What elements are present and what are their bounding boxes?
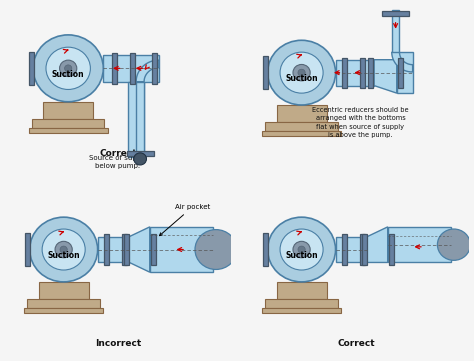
Text: Correct: Correct: [99, 149, 137, 158]
Bar: [28, 128, 108, 133]
Bar: [151, 234, 155, 265]
Bar: [262, 131, 341, 136]
Circle shape: [60, 60, 77, 77]
Text: Suction: Suction: [285, 251, 318, 260]
Bar: [263, 233, 268, 266]
Text: Eccentric reducers should be
arranged with the bottoms
flat when source of suppl: Eccentric reducers should be arranged wi…: [312, 106, 409, 138]
Bar: [43, 102, 93, 119]
Circle shape: [438, 229, 470, 260]
Bar: [388, 227, 451, 262]
Bar: [122, 234, 128, 265]
Bar: [382, 11, 409, 16]
Circle shape: [60, 246, 67, 253]
Bar: [389, 234, 393, 265]
Bar: [265, 122, 338, 131]
Bar: [98, 236, 129, 262]
Circle shape: [293, 242, 310, 258]
Polygon shape: [374, 60, 397, 93]
Bar: [128, 82, 144, 157]
Text: Suction: Suction: [47, 251, 80, 260]
Bar: [336, 60, 374, 86]
Bar: [26, 233, 30, 266]
Bar: [263, 56, 268, 89]
Circle shape: [280, 229, 323, 270]
Circle shape: [30, 217, 98, 282]
Bar: [127, 151, 154, 156]
Circle shape: [64, 65, 72, 72]
Circle shape: [268, 217, 336, 282]
Bar: [398, 57, 402, 88]
Bar: [112, 53, 117, 84]
Bar: [277, 105, 327, 122]
Bar: [342, 234, 347, 265]
Circle shape: [195, 230, 237, 269]
Bar: [368, 57, 373, 88]
Circle shape: [298, 69, 305, 76]
Text: Suction: Suction: [52, 70, 84, 79]
Bar: [342, 57, 347, 88]
Bar: [27, 299, 100, 308]
Bar: [265, 299, 338, 308]
Bar: [136, 82, 144, 157]
Polygon shape: [136, 60, 159, 82]
Bar: [29, 52, 34, 85]
Bar: [124, 234, 129, 265]
Text: Source of supply
below pump.: Source of supply below pump.: [89, 155, 147, 169]
Bar: [277, 282, 327, 299]
Circle shape: [55, 242, 72, 258]
Circle shape: [33, 35, 103, 102]
Bar: [130, 53, 135, 84]
Bar: [104, 234, 109, 265]
Bar: [262, 308, 341, 313]
Text: Incorrect: Incorrect: [95, 339, 141, 348]
Circle shape: [268, 40, 336, 105]
Bar: [397, 52, 412, 93]
Circle shape: [280, 52, 323, 93]
Bar: [39, 282, 89, 299]
Bar: [360, 234, 365, 265]
Bar: [150, 227, 213, 272]
Bar: [362, 234, 367, 265]
Polygon shape: [129, 227, 150, 272]
Text: Air pocket: Air pocket: [159, 204, 210, 236]
Bar: [24, 308, 103, 313]
Bar: [360, 57, 365, 88]
Polygon shape: [367, 227, 388, 262]
Circle shape: [46, 47, 91, 90]
Circle shape: [134, 153, 146, 165]
Polygon shape: [392, 52, 412, 72]
Bar: [152, 53, 157, 84]
Circle shape: [298, 246, 305, 253]
Text: Correct: Correct: [337, 339, 375, 348]
Bar: [103, 55, 159, 82]
Bar: [392, 10, 400, 52]
Circle shape: [293, 65, 310, 81]
Circle shape: [42, 229, 85, 270]
Bar: [336, 236, 367, 262]
Bar: [32, 119, 104, 128]
Text: Suction: Suction: [285, 74, 318, 83]
